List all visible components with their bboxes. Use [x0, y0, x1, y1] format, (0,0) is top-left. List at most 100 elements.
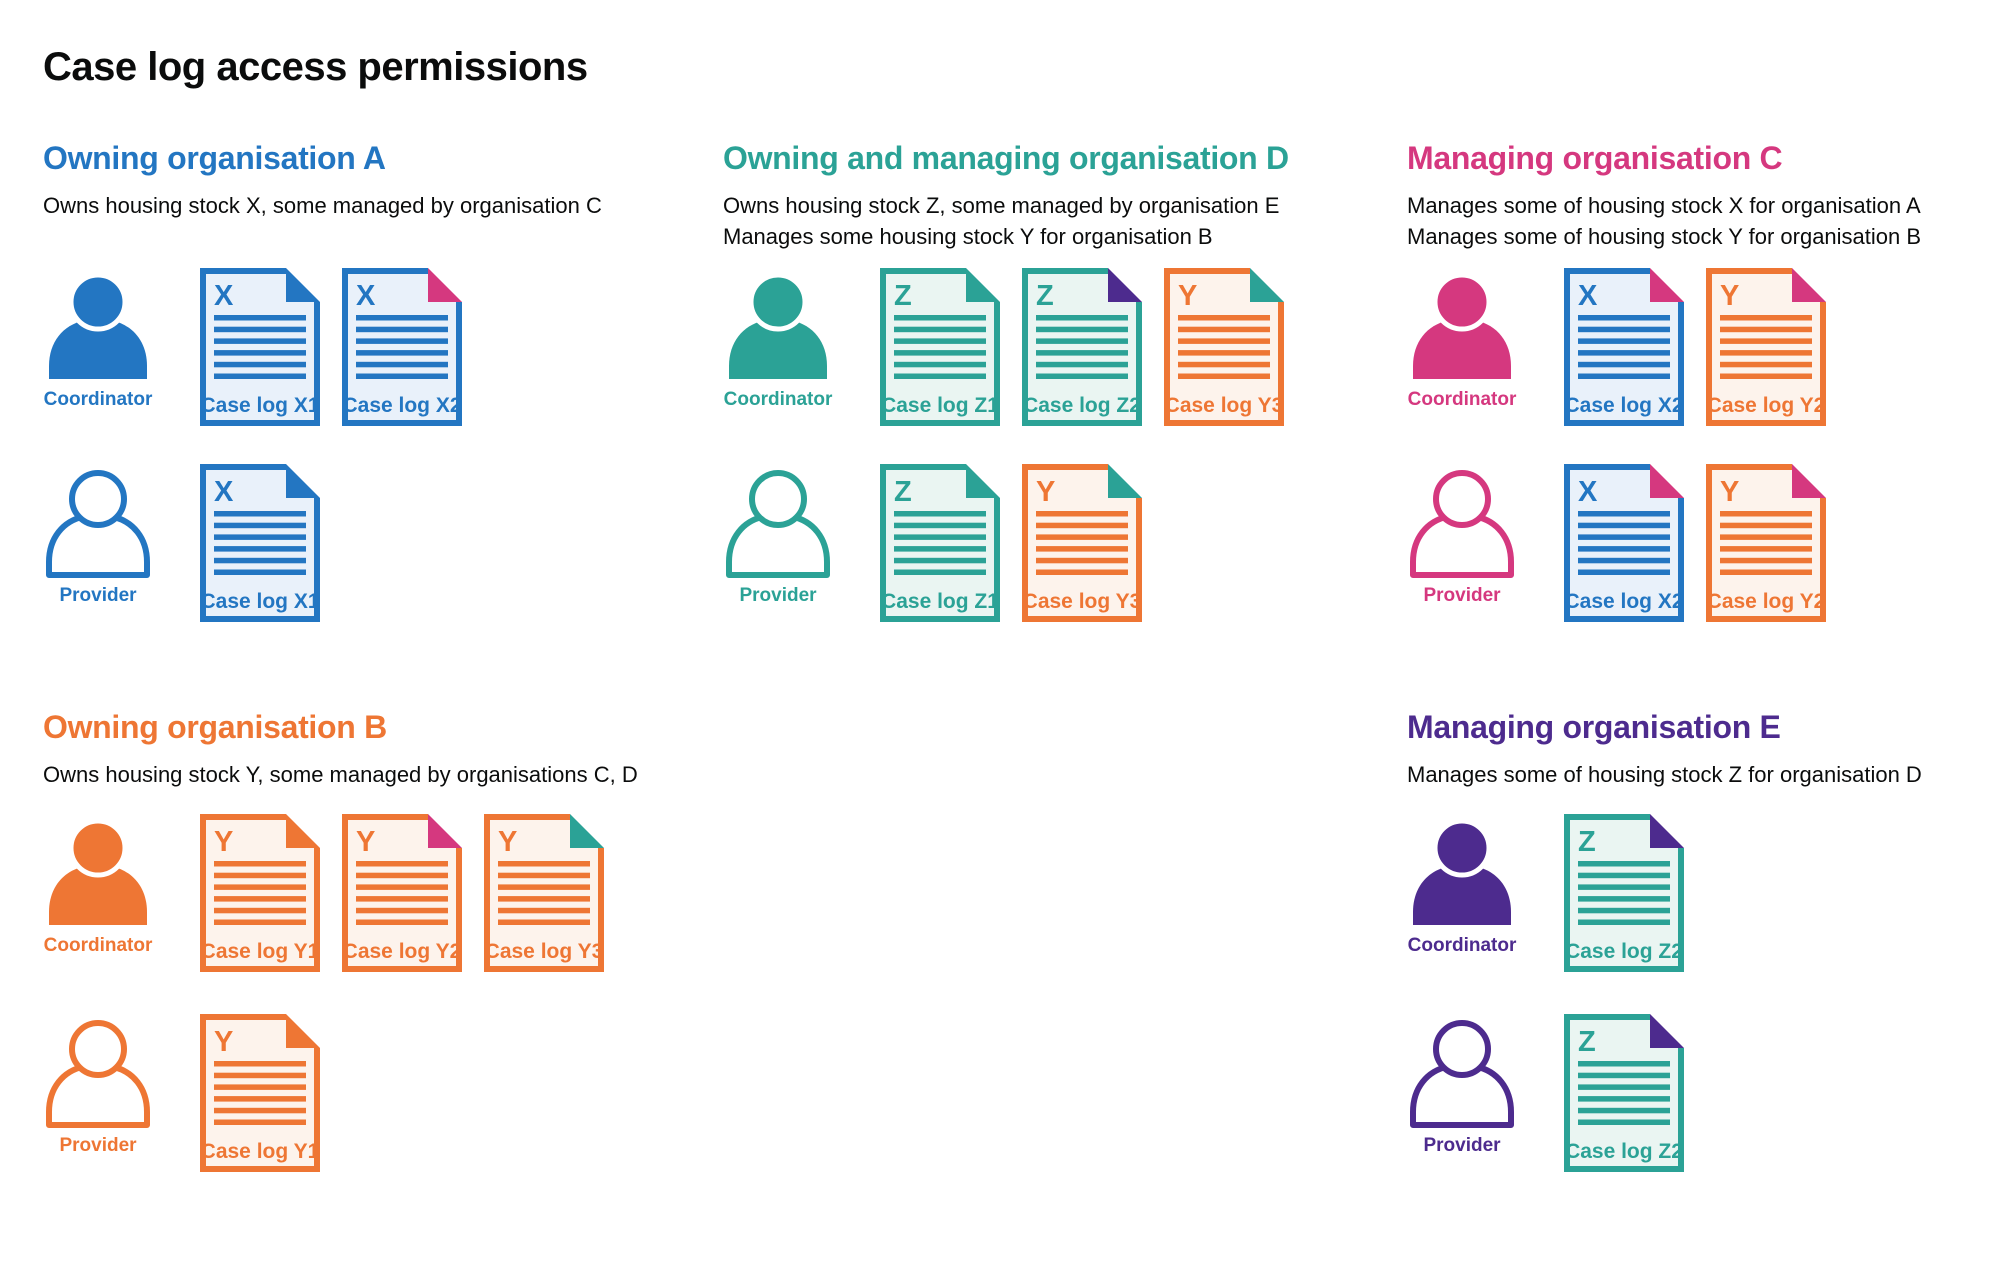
doc-page	[1567, 271, 1681, 423]
stock-letter: X	[356, 280, 376, 312]
doc-label: Case log Y2	[343, 940, 462, 963]
doc-border	[484, 814, 604, 972]
doc-text-lines	[1178, 315, 1270, 379]
provider-figure: Provider	[43, 464, 200, 607]
doc-text-lines	[214, 315, 306, 379]
person-head	[749, 470, 807, 528]
doc-page	[1025, 467, 1139, 619]
doc-border	[1564, 464, 1684, 622]
org-rows: Coordinator Y Case log Y1 Y Case log Y2 Y Case…	[43, 814, 723, 1172]
document-icon: Y Case log Y3	[1164, 268, 1284, 426]
person-head	[68, 818, 128, 878]
doc-border	[200, 814, 320, 972]
doc-page	[345, 817, 459, 969]
stock-letter: Z	[1578, 1026, 1596, 1058]
coordinator-icon	[1413, 272, 1511, 379]
org-section-d: Owning and managing organisation D Owns h…	[723, 141, 1407, 622]
case-log-permissions-diagram: Case log access permissions Owning organ…	[43, 45, 2000, 1172]
document-icon: Y Case log Y2	[342, 814, 462, 972]
provider-label: Provider	[1423, 585, 1501, 606]
provider-icon	[726, 470, 830, 578]
doc-border	[1022, 464, 1142, 622]
person-head	[68, 272, 128, 332]
case-log-docs: Y Case log Y1 Y Case log Y2 Y Case log Y3	[200, 814, 604, 972]
coordinator-row: Coordinator X Case log X2 Y Case log Y2	[1407, 268, 2000, 426]
case-log-doc: Y Case log Y3	[484, 814, 604, 972]
stock-letter: Y	[1178, 280, 1197, 312]
org-section-c: Managing organisation C Manages some of h…	[1407, 141, 2000, 622]
case-log-doc: Z Case log Z1	[880, 464, 1000, 622]
doc-page	[203, 1017, 317, 1169]
case-log-doc: Y Case log Y1	[200, 1014, 320, 1172]
coordinator-row: Coordinator X Case log X1 X Case log X2	[43, 268, 723, 426]
case-log-docs: Z Case log Z2	[1564, 1014, 1684, 1172]
doc-label: Case log Y3	[485, 940, 604, 963]
provider-icon	[1410, 1020, 1514, 1128]
doc-text-lines	[1578, 861, 1670, 925]
case-log-doc: X Case log X1	[200, 464, 320, 622]
coordinator-icon	[729, 272, 827, 379]
stock-letter: Z	[1578, 826, 1596, 858]
org-description-line: Owns housing stock X, some managed by or…	[43, 193, 602, 218]
document-icon: Y Case log Y1	[200, 1014, 320, 1172]
doc-label: Case log Z2	[1565, 1140, 1683, 1163]
doc-text-lines	[1578, 1061, 1670, 1125]
provider-icon	[46, 1020, 150, 1128]
doc-label: Case log X2	[342, 394, 461, 417]
case-log-doc: Y Case log Y2	[1706, 464, 1826, 622]
coordinator-figure: Coordinator	[723, 268, 880, 411]
document-icon: Z Case log Z2	[1564, 1014, 1684, 1172]
folded-corner	[966, 464, 1000, 498]
document-icon: Y Case log Y3	[1022, 464, 1142, 622]
doc-text-lines	[356, 861, 448, 925]
org-description: Owns housing stock Y, some managed by or…	[43, 759, 723, 790]
provider-row: Provider X Case log X2 Y Case log Y2	[1407, 464, 2000, 622]
person-head	[1432, 272, 1492, 332]
case-log-doc: Y Case log Y2	[342, 814, 462, 972]
provider-label: Provider	[739, 585, 817, 606]
org-section-e: Managing organisation E Manages some of h…	[1407, 710, 2000, 1172]
case-log-docs: X Case log X2 Y Case log Y2	[1564, 464, 1826, 622]
doc-page	[1567, 817, 1681, 969]
coordinator-figure: Coordinator	[43, 268, 200, 411]
provider-figure: Provider	[1407, 1014, 1564, 1157]
doc-border	[200, 464, 320, 622]
coordinator-figure: Coordinator	[1407, 814, 1564, 957]
case-log-doc: Y Case log Y3	[1022, 464, 1142, 622]
person-body	[1413, 319, 1511, 379]
doc-label: Case log Z1	[881, 394, 999, 417]
org-description: Manages some of housing stock Z for orga…	[1407, 759, 2000, 790]
coordinator-label: Coordinator	[43, 935, 153, 956]
doc-text-lines	[214, 1061, 306, 1125]
doc-label: Case log Y2	[1707, 394, 1826, 417]
doc-label: Case log Z2	[1023, 394, 1141, 417]
coordinator-icon	[1413, 818, 1511, 925]
provider-figure: Provider	[723, 464, 880, 607]
org-description: Manages some of housing stock X for orga…	[1407, 190, 2000, 252]
folded-corner	[1792, 268, 1826, 302]
case-log-doc: Z Case log Z1	[880, 268, 1000, 426]
doc-border	[342, 814, 462, 972]
folded-corner	[1108, 268, 1142, 302]
doc-page	[1567, 467, 1681, 619]
doc-text-lines	[894, 315, 986, 379]
doc-label: Case log X2	[1564, 394, 1683, 417]
person-head	[748, 272, 808, 332]
sections-grid: Owning organisation A Owns housing stock …	[43, 141, 2000, 1172]
coordinator-icon	[49, 818, 147, 925]
stock-letter: Y	[214, 1026, 233, 1058]
folded-corner	[1650, 268, 1684, 302]
org-description: Owns housing stock Z, some managed by or…	[723, 190, 1407, 252]
org-description-line: Manages some of housing stock Y for orga…	[1407, 224, 1922, 249]
provider-figure: Provider	[43, 1014, 200, 1157]
doc-text-lines	[1578, 315, 1670, 379]
doc-text-lines	[214, 511, 306, 575]
folded-corner	[1792, 464, 1826, 498]
coordinator-figure: Coordinator	[43, 814, 200, 957]
document-icon: X Case log X2	[342, 268, 462, 426]
folded-corner	[966, 268, 1000, 302]
org-description-line: Manages some of housing stock X for orga…	[1407, 193, 1921, 218]
doc-label: Case log Z1	[881, 590, 999, 613]
doc-border	[1564, 814, 1684, 972]
doc-label: Case log X1	[200, 590, 319, 613]
